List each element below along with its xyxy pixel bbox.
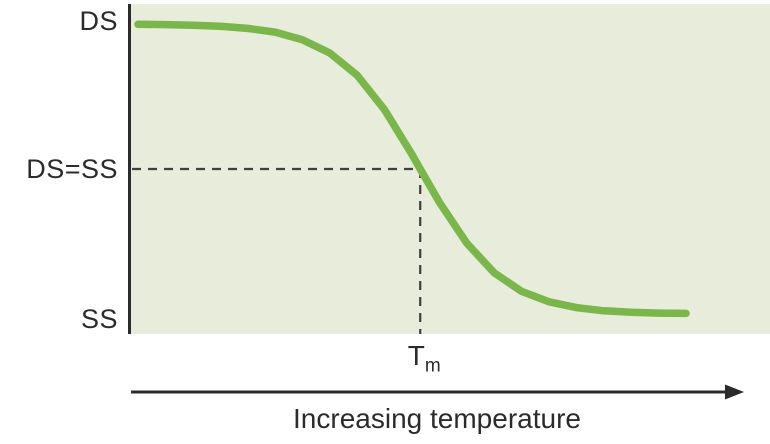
- y-tick-label-ss: SS: [80, 304, 118, 334]
- x-axis-arrow: [131, 384, 744, 400]
- y-tick-label-ds-equals-ss: DS=SS: [26, 154, 118, 184]
- plot-background: [128, 4, 770, 334]
- tm-label-main: T: [407, 340, 425, 371]
- melting-curve-line: [134, 20, 690, 318]
- x-axis-label: Increasing temperature: [293, 403, 581, 434]
- tm-label-subscript: m: [424, 355, 441, 377]
- tm-label: Tm: [408, 340, 441, 383]
- x-axis-arrow-head: [725, 384, 744, 400]
- y-tick-label-ds: DS: [79, 6, 118, 36]
